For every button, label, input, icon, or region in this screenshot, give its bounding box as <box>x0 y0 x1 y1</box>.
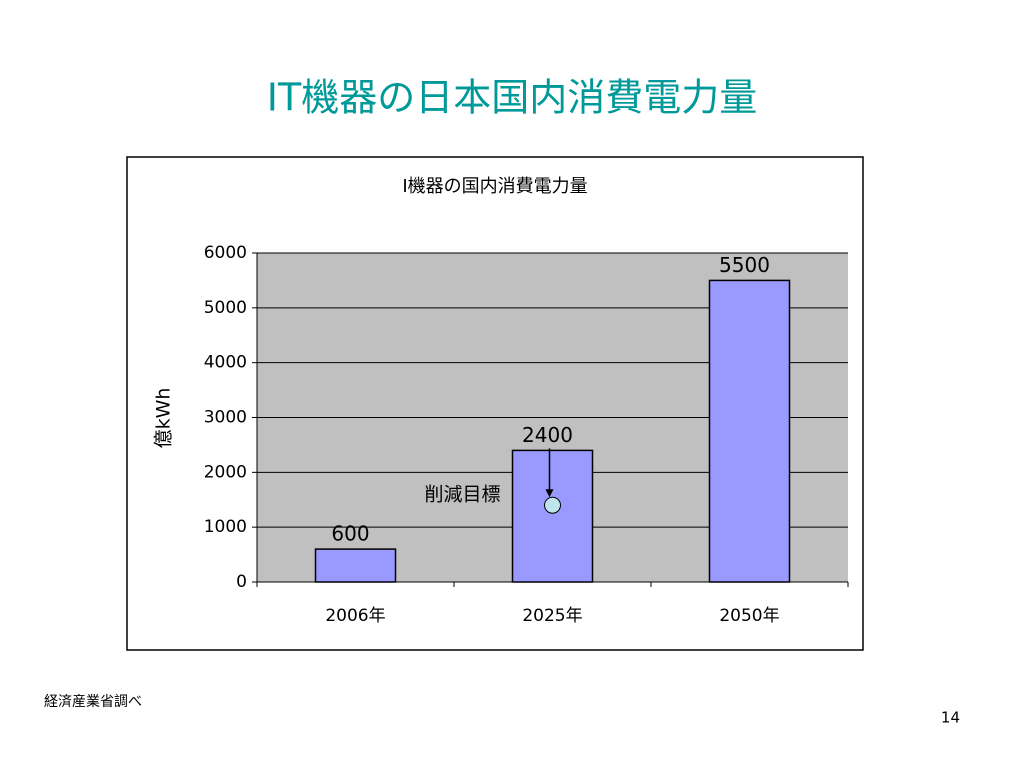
x-tick-label: 2050年 <box>719 606 779 626</box>
bar <box>314 548 397 583</box>
page-number: 14 <box>941 709 960 727</box>
source: 経済産業省調べ <box>44 694 142 710</box>
bar <box>708 279 791 583</box>
y-tick-label: 1000 <box>204 517 247 537</box>
y-tick-label: 5000 <box>204 298 247 318</box>
x-tick-label: 2006年 <box>325 606 385 626</box>
y-tick-label: 6000 <box>204 243 247 263</box>
x-tick-label: 2025年 <box>522 606 582 626</box>
y-tick-label: 0 <box>236 572 247 592</box>
target-label: 削減目標 <box>424 484 500 506</box>
data-label: 2400 <box>522 423 573 447</box>
data-label: 5500 <box>719 253 770 277</box>
chart-title: I機器の国内消費電力量 <box>402 176 587 197</box>
target-marker <box>544 496 561 514</box>
data-label: 600 <box>331 522 369 546</box>
y-tick-label: 2000 <box>204 462 247 482</box>
y-tick-label: 4000 <box>204 353 247 373</box>
bar <box>511 449 594 583</box>
y-tick-label: 3000 <box>204 408 247 428</box>
slide-title: IT機器の日本国内消費電力量 <box>267 76 757 120</box>
arrow-head <box>545 489 554 498</box>
y-axis-label: 億kWh <box>153 388 175 449</box>
